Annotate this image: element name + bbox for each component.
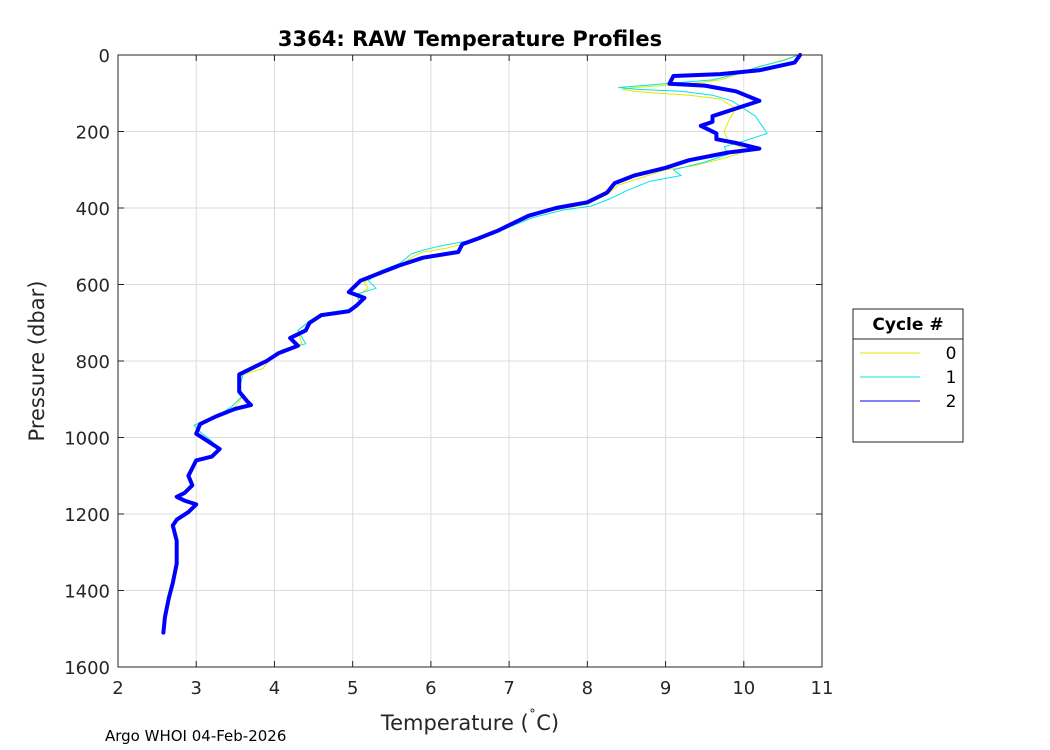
legend-label-cycle-1: 1: [946, 368, 957, 388]
y-tick-label: 600: [76, 276, 110, 297]
x-tick-label: 11: [811, 678, 834, 699]
y-tick-label: 200: [76, 123, 110, 144]
x-tick-label: 8: [582, 678, 593, 699]
legend: Cycle # 0 1 2: [852, 308, 964, 443]
legend-title: Cycle #: [872, 315, 943, 335]
x-tick-label: 4: [269, 678, 280, 699]
y-tick-label: 400: [76, 199, 110, 220]
y-tick-label: 1600: [64, 658, 110, 679]
x-tick-label: 10: [732, 678, 755, 699]
grid-lines: [117, 54, 823, 668]
legend-label-cycle-2: 2: [946, 392, 957, 412]
x-axis-ticks: 2 3 4 5 6 7 8 9 10 11: [112, 55, 833, 699]
series-lines: [161, 53, 803, 635]
legend-label-cycle-0: 0: [946, 344, 957, 364]
x-tick-label: 5: [347, 678, 358, 699]
y-tick-label: 1400: [64, 582, 110, 603]
series-line-cycle-0: [162, 54, 799, 634]
x-axis-label-degree: ˚: [529, 708, 537, 726]
x-axis-label: Temperature (˚C): [380, 708, 559, 735]
footer-credit: Argo WHOI 04-Feb-2026: [105, 727, 286, 745]
series-line-cycle-2: [161, 53, 803, 635]
legend-entries: 0 1 2: [860, 344, 956, 412]
chart-title: 3364: RAW Temperature Profiles: [278, 27, 662, 51]
x-tick-label: 9: [660, 678, 671, 699]
y-tick-label: 1000: [64, 429, 110, 450]
y-tick-label: 1200: [64, 505, 110, 526]
y-axis-label: Pressure (dbar): [25, 281, 49, 442]
y-axis-ticks: 0 200 400 600 800 1000 1200 1400 1600: [64, 46, 822, 679]
series-line-cycle-1: [162, 54, 799, 634]
x-tick-label: 7: [503, 678, 514, 699]
y-tick-label: 0: [99, 46, 110, 67]
legend-box: [852, 308, 964, 443]
x-tick-label: 2: [112, 678, 123, 699]
x-tick-label: 3: [190, 678, 201, 699]
x-axis-label-main: Temperature (: [380, 711, 529, 735]
x-axis-label-unit: C): [536, 711, 559, 735]
y-tick-label: 800: [76, 352, 110, 373]
x-tick-label: 6: [425, 678, 436, 699]
